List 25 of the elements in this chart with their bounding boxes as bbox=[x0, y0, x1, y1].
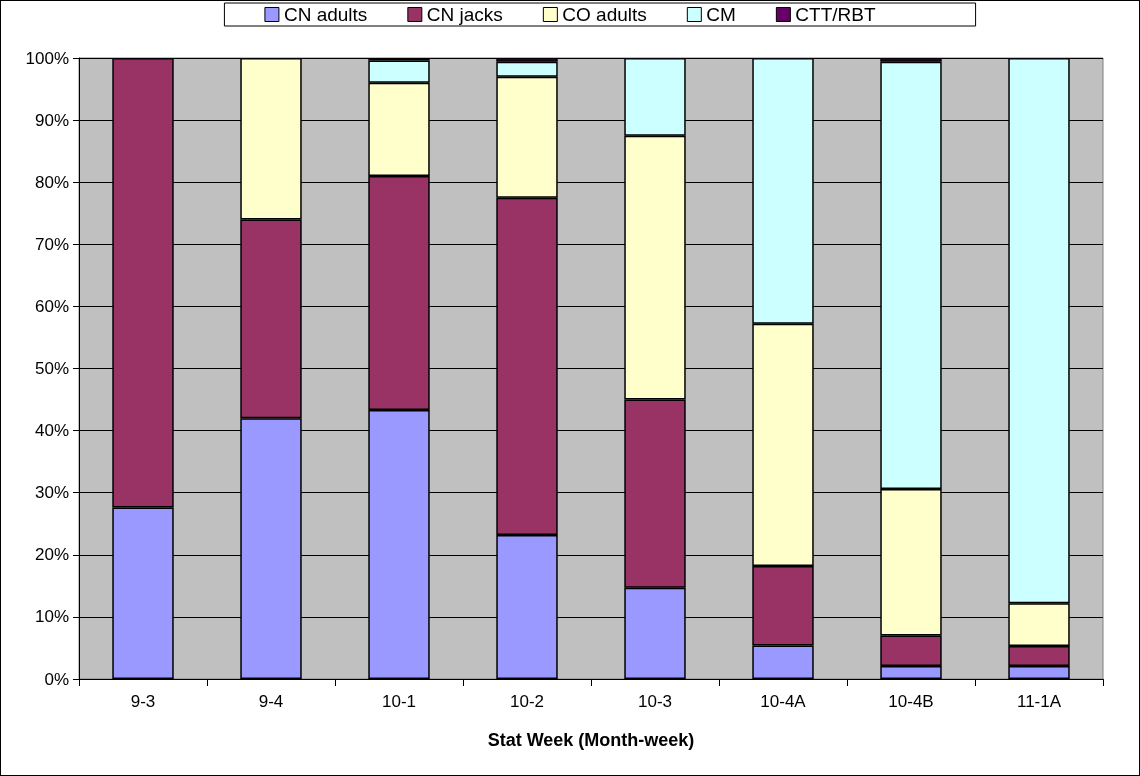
y-tick-label: 70% bbox=[34, 234, 69, 254]
x-tick-label: 9-4 bbox=[258, 692, 284, 711]
y-tick-label: 50% bbox=[34, 359, 69, 378]
x-axis-title: Stat Week (Month-week) bbox=[487, 730, 695, 750]
y-tick-label: 80% bbox=[34, 172, 69, 192]
y-tick-label: 10% bbox=[34, 607, 69, 627]
y-tick-label: 60% bbox=[34, 296, 69, 316]
y-tick-label: 90% bbox=[34, 110, 69, 130]
legend-label: CN adults bbox=[283, 4, 368, 25]
x-tick-label: 10-4B bbox=[888, 692, 934, 711]
legend-label: CN jacks bbox=[426, 4, 503, 25]
x-tick-label: 9-3 bbox=[130, 692, 156, 711]
x-tick-label: 11-1A bbox=[1016, 692, 1062, 711]
x-tick-label: 10-3 bbox=[637, 692, 673, 711]
legend-label: CTT/RBT bbox=[795, 4, 876, 25]
y-tick-label: 0% bbox=[44, 669, 69, 689]
x-tick-label: 10-1 bbox=[381, 692, 417, 711]
y-tick-label: 20% bbox=[34, 545, 69, 565]
y-tick-label: 30% bbox=[34, 483, 69, 503]
x-tick-label: 10-2 bbox=[509, 692, 545, 711]
x-tick-label: 10-4A bbox=[760, 692, 807, 711]
legend-label: CM bbox=[706, 4, 736, 25]
y-tick-label: 40% bbox=[34, 421, 69, 441]
y-tick-label: 100% bbox=[25, 48, 69, 68]
legend-label: CO adults bbox=[562, 4, 647, 25]
